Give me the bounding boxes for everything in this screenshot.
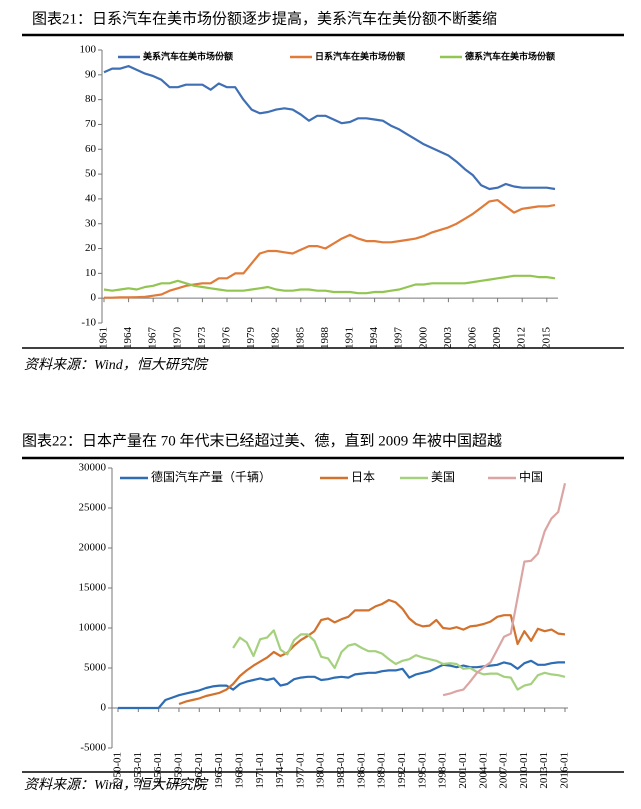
- x-tick-label: 1998-01: [437, 752, 449, 789]
- x-tick-label: 1974-01: [274, 752, 286, 789]
- legend-label: 日本: [351, 470, 375, 484]
- x-tick-label: 1988: [319, 327, 331, 350]
- y-tick-label: 40: [85, 192, 97, 204]
- x-tick-label: 1991: [344, 327, 356, 349]
- x-tick-label: 1997: [393, 327, 405, 350]
- legend-label: 美国: [431, 470, 455, 484]
- x-tick-label: 2004-01: [477, 752, 489, 789]
- y-tick-label: 30: [85, 217, 97, 229]
- legend-label: 德国汽车产量（千辆）: [151, 469, 271, 484]
- y-tick-label: -5000: [80, 742, 106, 754]
- source: 资料来源：Wind，恒大研究院: [24, 357, 209, 373]
- x-tick-label: 1986-01: [355, 752, 367, 789]
- x-tick-label: 1971-01: [254, 752, 266, 789]
- y-tick-label: 30000: [79, 462, 107, 474]
- series-line: [232, 629, 566, 691]
- x-tick-label: 2015: [540, 327, 552, 350]
- x-tick-label: 1995-01: [416, 752, 428, 789]
- x-tick-label: 1953-01: [132, 752, 144, 789]
- y-tick-label: 25000: [79, 502, 107, 514]
- series-line: [103, 65, 556, 191]
- x-tick-label: 2003: [442, 327, 454, 350]
- y-tick-label: 80: [85, 93, 97, 105]
- x-tick-label: 2012: [516, 327, 528, 349]
- x-tick-label: 2006: [467, 327, 479, 350]
- legend-label: 日系汽车在美市场份额: [315, 51, 405, 63]
- x-tick-label: 1973: [196, 327, 208, 350]
- y-tick-label: 5000: [84, 662, 107, 674]
- legend-label: 中国: [519, 469, 543, 484]
- x-tick-label: 2009: [491, 326, 503, 349]
- y-tick-label: 90: [85, 68, 97, 80]
- y-tick-label: -10: [81, 317, 96, 329]
- x-tick-label: 2016-01: [559, 752, 571, 789]
- y-tick-label: 10000: [79, 622, 107, 634]
- x-tick-label: 1965-01: [213, 752, 225, 789]
- x-tick-label: 1992-01: [396, 752, 408, 789]
- y-tick-label: 0: [101, 702, 107, 714]
- x-tick-label: 1989-01: [376, 752, 388, 789]
- series-line: [118, 659, 565, 710]
- series-line: [178, 598, 566, 706]
- x-tick-label: 2013-01: [538, 752, 550, 789]
- x-tick-label: 1959-01: [172, 752, 184, 789]
- y-tick-label: 20: [85, 242, 97, 254]
- x-tick-label: 2001-01: [457, 752, 469, 789]
- x-tick-label: 1979: [245, 327, 257, 350]
- series-line: [104, 199, 556, 299]
- y-tick-label: 15000: [79, 582, 107, 594]
- y-tick-label: 60: [85, 143, 97, 155]
- x-tick-label: 1967: [147, 327, 159, 350]
- chart-title: 图表21：日系汽车在美市场份额逐步提高，美系汽车在美份额不断萎缩: [32, 10, 497, 27]
- x-tick-label: 1968-01: [233, 752, 245, 789]
- x-tick-label: 1980-01: [315, 752, 327, 789]
- series-line: [103, 274, 556, 295]
- x-tick-label: 1950-01: [112, 752, 124, 789]
- x-tick-label: 1982: [270, 327, 282, 349]
- x-tick-label: 2007-01: [498, 752, 510, 789]
- legend-label: 德系汽车在美市场份额: [465, 51, 555, 63]
- x-tick-label: 1977-01: [294, 752, 306, 789]
- y-tick-label: 20000: [79, 542, 107, 554]
- series-line: [442, 482, 567, 697]
- x-tick-label: 2010-01: [518, 752, 530, 789]
- x-tick-label: 1970: [171, 327, 183, 350]
- x-tick-label: 1962-01: [193, 752, 205, 789]
- y-tick-label: 50: [85, 168, 97, 180]
- y-tick-label: 0: [91, 292, 97, 304]
- x-tick-label: 1964: [122, 327, 134, 350]
- legend-label: 美系汽车在美市场份额: [143, 51, 233, 63]
- x-tick-label: 1994: [368, 327, 380, 350]
- y-tick-label: 10: [85, 267, 97, 279]
- x-tick-label: 1985: [294, 327, 306, 350]
- chart-title: 图表22：日本产量在 70 年代末已经超过美、德，直到 2009 年被中国超越: [22, 431, 502, 449]
- x-tick-label: 2000: [417, 327, 429, 350]
- y-tick-label: 70: [85, 118, 97, 130]
- x-tick-label: 1983-01: [335, 752, 347, 789]
- x-tick-label: 1961: [98, 327, 110, 349]
- x-tick-label: 1956-01: [152, 752, 164, 789]
- source: 资料来源：Wind，恒大研究院: [24, 777, 209, 793]
- y-tick-label: 100: [80, 44, 97, 56]
- x-tick-label: 1976: [221, 327, 233, 350]
